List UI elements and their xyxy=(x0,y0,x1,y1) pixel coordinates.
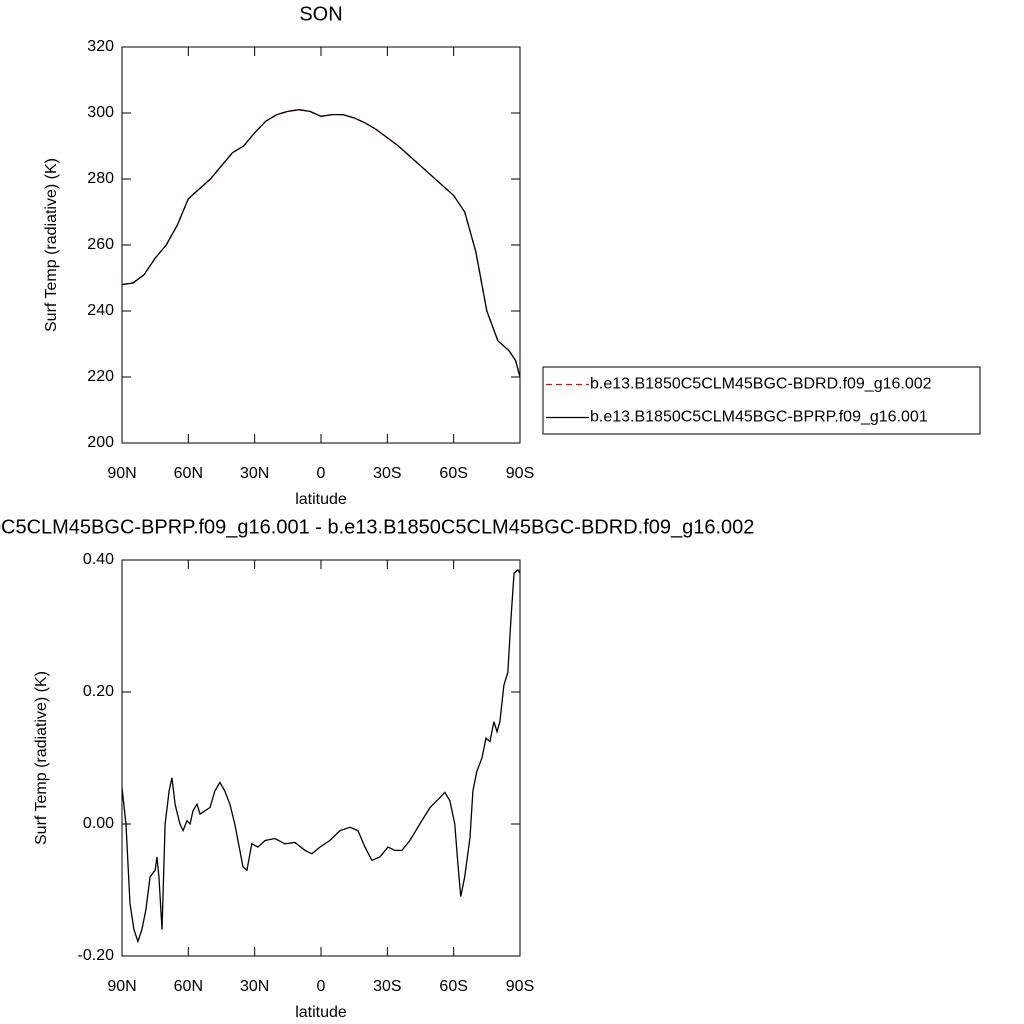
x-axis-label: latitude xyxy=(295,491,347,508)
y-axis-label: Surf Temp (radiative) (K) xyxy=(33,671,50,845)
chart-title: SON xyxy=(299,3,342,25)
x-tick-label: 90N xyxy=(107,978,136,995)
x-tick-label: 30N xyxy=(240,978,269,995)
data-line xyxy=(121,109,521,378)
y-tick-label: 0.20 xyxy=(83,683,114,700)
x-tick-label: 60S xyxy=(439,465,467,482)
y-tick-label: 280 xyxy=(87,170,114,187)
data-line xyxy=(121,109,521,378)
x-tick-label: 90S xyxy=(506,465,534,482)
x-tick-label: 60S xyxy=(439,978,467,995)
x-tick-label: 60N xyxy=(174,465,203,482)
x-tick-label: 30N xyxy=(240,465,269,482)
x-tick-label: 30S xyxy=(373,978,401,995)
plot-frame xyxy=(121,46,521,444)
y-tick-label: 0.00 xyxy=(83,815,114,832)
y-tick-label: -0.20 xyxy=(78,947,115,964)
legend-label: b.e13.B1850C5CLM45BGC-BPRP.f09_g16.001 xyxy=(590,409,928,426)
x-tick-label: 0 xyxy=(317,978,326,995)
y-tick-label: 320 xyxy=(87,38,114,55)
x-axis-label: latitude xyxy=(295,1004,347,1021)
x-tick-label: 30S xyxy=(373,465,401,482)
y-tick-label: 200 xyxy=(87,434,114,451)
y-tick-label: 260 xyxy=(87,236,114,253)
y-axis-label: Surf Temp (radiative) (K) xyxy=(43,158,60,332)
y-tick-label: 300 xyxy=(87,104,114,121)
y-tick-label: 220 xyxy=(87,368,114,385)
data-line xyxy=(121,568,521,944)
legend-label: b.e13.B1850C5CLM45BGC-BDRD.f09_g16.002 xyxy=(590,376,932,393)
legend-box xyxy=(542,366,981,435)
y-tick-label: 240 xyxy=(87,302,114,319)
x-tick-label: 90S xyxy=(506,978,534,995)
x-tick-label: 0 xyxy=(317,465,326,482)
x-tick-label: 90N xyxy=(107,465,136,482)
y-tick-label: 0.40 xyxy=(83,551,114,568)
x-tick-label: 60N xyxy=(174,978,203,995)
chart-title: b.e13.B1850C5CLM45BGC-BPRP.f09_g16.001 -… xyxy=(0,516,754,538)
